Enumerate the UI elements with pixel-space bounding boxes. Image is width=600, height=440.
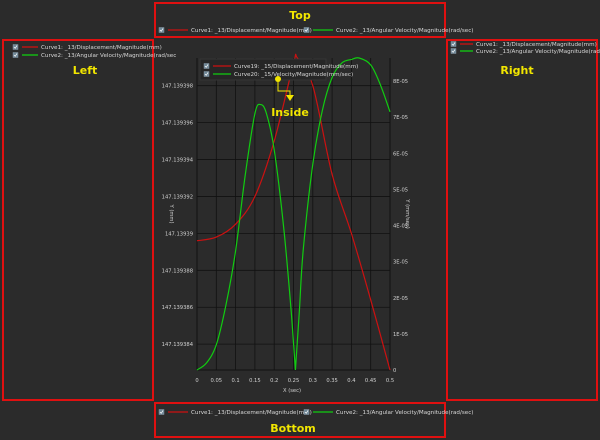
inside-legend-box (199, 58, 327, 81)
check-icon (204, 64, 209, 68)
y-right-tick-label: 1E-05 (393, 332, 408, 338)
checkbox[interactable] (450, 48, 457, 54)
legend-label: Curve2: _13/Angular Velocity/Magnitude(r… (476, 49, 600, 55)
right-label: Right (500, 64, 533, 77)
y-left-tick-label: 147.139388 (162, 268, 193, 274)
inside-legend-item-curve19[interactable]: Curve19: _15/Displacement/Magnitude(mm) (203, 63, 358, 71)
top-legend-frame (154, 2, 446, 38)
y-left-tick-label: 147.139394 (162, 158, 194, 164)
arrow-down-icon (286, 95, 294, 101)
x-tick-label: 0.5 (386, 378, 394, 384)
x-tick-label: 0.4 (347, 378, 356, 384)
legend-label: Curve19: _15/Displacement/Magnitude(mm) (234, 64, 358, 70)
legend-label: Curve2: _13/Angular Velocity/Magnitude(r… (336, 410, 473, 416)
bottom-legend-item-curve1[interactable]: Curve1: _13/Displacement/Magnitude(mm) (158, 409, 312, 417)
right-legend-item-curve2[interactable]: Curve2: _13/Angular Velocity/Magnitude(r… (450, 48, 600, 56)
x-tick-label: 0.2 (270, 378, 278, 384)
x-tick-label: 0.15 (249, 378, 261, 384)
check-icon (159, 28, 164, 32)
plot-area: 0 0.05 0.1 0.15 0.2 0.25 0.3 0.35 0.4 0.45 0.5 147.… (162, 53, 410, 394)
left-legend-frame (2, 39, 154, 401)
checkbox[interactable] (158, 409, 165, 415)
top-label: Top (289, 9, 311, 22)
y-left-axis-label: Y (mm) (168, 204, 174, 224)
x-tick-label: 0.45 (365, 378, 377, 384)
x-tick-label: 0.35 (326, 378, 338, 384)
x-tick-label: 0.05 (211, 378, 223, 384)
legend-label: Curve1: _13/Displacement/Magnitude(mm) (191, 28, 312, 34)
right-legend-frame (446, 39, 598, 401)
check-icon (304, 410, 309, 414)
check-icon (13, 45, 18, 49)
check-icon (451, 49, 456, 53)
legend-label: Curve1: _13/Displacement/Magnitude(mm) (476, 42, 597, 48)
y-right-tick-label: 8E-05 (393, 79, 408, 85)
checkbox[interactable] (203, 63, 210, 69)
legend-label: Curve20: _15/Velocity/Magnitude(mm/sec) (234, 72, 353, 78)
pointer-line (277, 79, 291, 97)
y-right-tick-label: 5E-05 (393, 187, 408, 193)
series-line-curve1 (196, 53, 391, 371)
y-right-tick-label: 4E-05 (393, 224, 408, 230)
right-legend-item-curve1[interactable]: Curve1: _13/Displacement/Magnitude(mm) (450, 41, 597, 49)
y-right-tick-label: 6E-05 (393, 151, 408, 157)
inside-legend-item-curve20[interactable]: Curve20: _15/Velocity/Magnitude(mm/sec) (203, 71, 353, 79)
bottom-legend-frame (154, 402, 446, 438)
y-right-axis-label: Y (mm/sec) (404, 198, 410, 228)
check-icon (159, 410, 164, 414)
checkbox[interactable] (203, 71, 210, 77)
legend-label: Curve1: _13/Displacement/Magnitude(mm) (191, 410, 312, 416)
y-right-tick-label: 2E-05 (393, 296, 408, 302)
check-icon (13, 53, 18, 57)
top-legend-item-curve1[interactable]: Curve1: _13/Displacement/Magnitude(mm) (158, 27, 312, 35)
y-left-tick-label: 147.139398 (162, 84, 193, 90)
checkbox[interactable] (303, 409, 310, 415)
y-left-tick-label: 147.139392 (162, 194, 193, 200)
y-right-tick-label: 7E-05 (393, 115, 408, 121)
y-right-tick-label: 0 (393, 368, 396, 374)
legend-label: Curve2: _13/Angular Velocity/Magnitude(r… (336, 28, 473, 34)
left-label: Left (73, 64, 98, 77)
y-left-tick-label: 147.139386 (162, 305, 193, 311)
x-tick-label: 0.3 (309, 378, 317, 384)
check-icon (451, 42, 456, 46)
inside-pointer (275, 76, 294, 101)
checkbox[interactable] (12, 52, 19, 58)
legend-label: Curve2: _13/Angular Velocity/Magnitude(r… (41, 53, 176, 59)
bottom-legend-item-curve2[interactable]: Curve2: _13/Angular Velocity/Magnitude(r… (303, 409, 473, 417)
checkbox[interactable] (12, 44, 19, 50)
y-left-tick-label: 147.13939 (165, 231, 193, 237)
legend-label: Curve1: _13/Displacement/Magnitude(mm) (41, 45, 162, 51)
x-axis-label: X (sec) (283, 388, 301, 394)
checkbox[interactable] (303, 27, 310, 33)
y-left-tick-label: 147.139384 (162, 342, 194, 348)
bottom-label: Bottom (270, 422, 315, 435)
inside-label: Inside (271, 106, 309, 119)
left-legend-item-curve2[interactable]: Curve2: _13/Angular Velocity/Magnitude(r… (12, 52, 176, 60)
x-tick-label: 0.1 (231, 378, 239, 384)
x-tick-label: 0 (195, 378, 198, 384)
x-tick-label: 0.25 (288, 378, 300, 384)
checkbox[interactable] (450, 41, 457, 47)
y-right-tick-label: 3E-05 (393, 260, 408, 266)
left-legend-item-curve1[interactable]: Curve1: _13/Displacement/Magnitude(mm) (12, 44, 162, 52)
y-left-tick-label: 147.139396 (162, 121, 193, 127)
series-line-curve2 (196, 57, 391, 371)
top-legend-item-curve2[interactable]: Curve2: _13/Angular Velocity/Magnitude(r… (303, 27, 473, 35)
checkbox[interactable] (158, 27, 165, 33)
check-icon (204, 72, 209, 76)
check-icon (304, 28, 309, 32)
